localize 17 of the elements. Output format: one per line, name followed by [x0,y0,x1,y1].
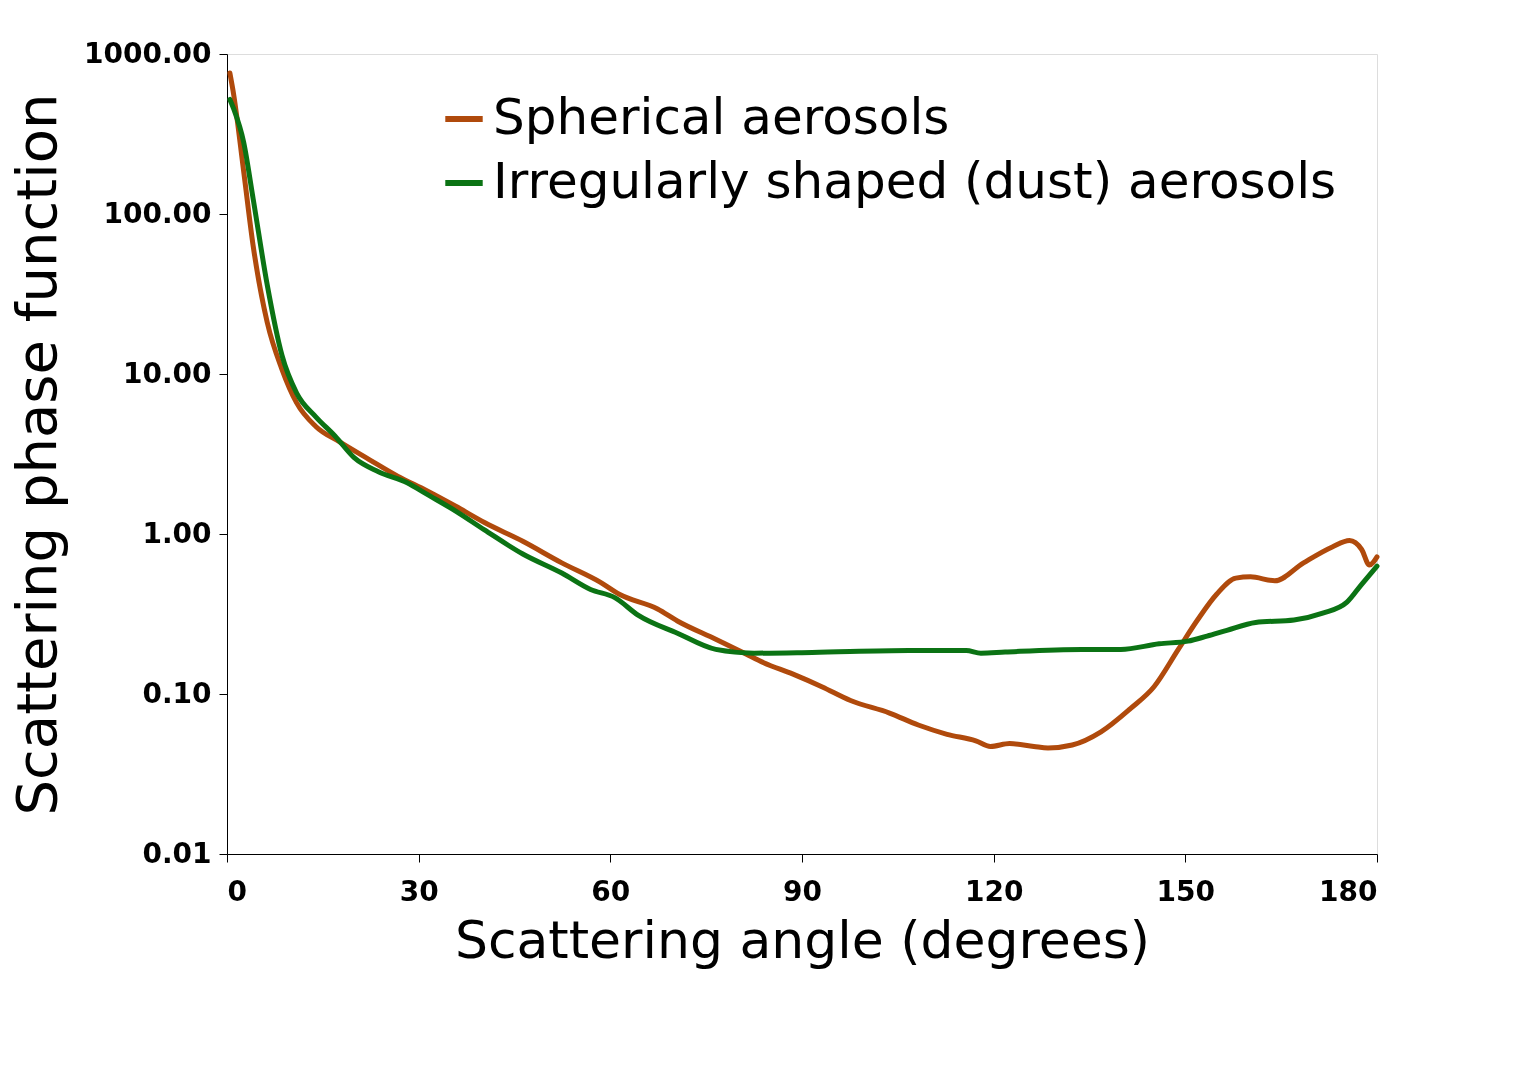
x-tick-label: 0 [227,874,247,908]
x-axis-title: Scattering angle (degrees) [454,909,1151,970]
x-tick-label: 150 [1156,874,1216,908]
y-tick-label: 10.00 [122,356,212,390]
x-tick-label: 30 [399,874,439,908]
x-tick-label: 60 [591,874,631,908]
legend-label: Spherical aerosols [493,88,950,146]
y-tick-label: 0.10 [142,676,212,710]
x-tick-label: 90 [783,874,822,908]
legend-label: Irregularly shaped (dust) aerosols [493,152,1337,210]
y-tick-label: 0.01 [142,836,212,870]
y-axis-title: Scattering phase function [3,93,69,816]
y-tick-label: 100.00 [103,196,212,230]
x-tick-label: 120 [964,874,1024,908]
y-tick-label: 1.00 [142,516,212,550]
x-tick-label: 180 [1319,874,1378,908]
y-tick-label: 1000.00 [83,36,212,70]
